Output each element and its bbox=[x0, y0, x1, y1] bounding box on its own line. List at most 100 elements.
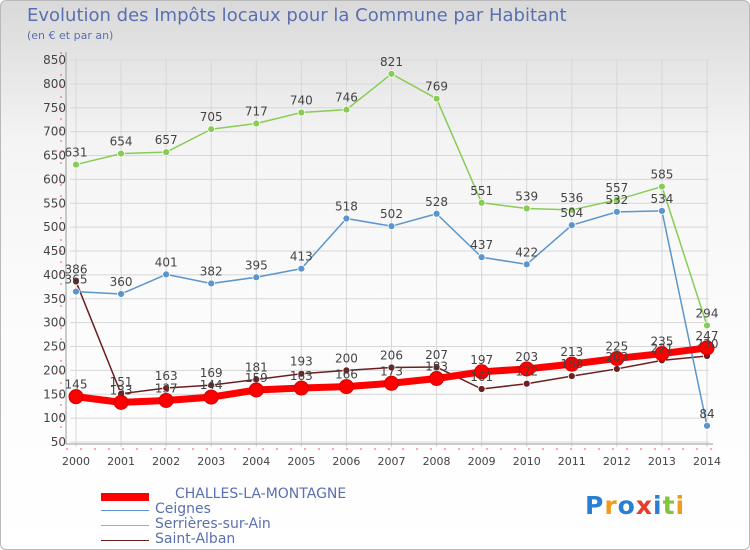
data-point-ceignes bbox=[162, 270, 171, 279]
data-label-challes-la-montagne: 163 bbox=[290, 369, 313, 383]
data-label-ceignes: 518 bbox=[335, 200, 358, 214]
legend-label-ceignes: Ceignes bbox=[155, 501, 211, 517]
data-point-challes-la-montagne bbox=[519, 361, 535, 377]
data-point-ceignes bbox=[387, 222, 396, 231]
data-label-ceignes: 365 bbox=[65, 273, 88, 287]
data-label-saint-alban: 203 bbox=[605, 350, 628, 364]
data-point-ceignes bbox=[522, 260, 531, 269]
data-label-challes-la-montagne: 133 bbox=[110, 383, 133, 397]
x-tick-label: 2005 bbox=[287, 455, 315, 468]
y-tick-label: 200 bbox=[43, 363, 66, 377]
y-tick-label: 300 bbox=[43, 316, 66, 330]
legend-label-challes: CHALLES-LA-MONTAGNE bbox=[175, 486, 347, 502]
y-tick-label: 150 bbox=[43, 387, 66, 401]
data-label-challes-la-montagne: 247 bbox=[696, 329, 719, 343]
data-label-ceignes: 84 bbox=[699, 407, 714, 421]
data-point-ceignes bbox=[432, 209, 441, 218]
x-tick-label: 2013 bbox=[648, 455, 676, 468]
data-point-ceignes bbox=[117, 290, 125, 298]
data-point-challes-la-montagne bbox=[609, 350, 625, 366]
x-tick-label: 2003 bbox=[197, 455, 225, 468]
data-label-serri-res-sur-ain: 551 bbox=[470, 184, 493, 198]
data-label-ceignes: 395 bbox=[245, 258, 268, 272]
data-point-saint-alban bbox=[477, 385, 486, 393]
data-point-saint-alban bbox=[522, 379, 531, 388]
data-label-challes-la-montagne: 183 bbox=[425, 359, 448, 373]
data-label-challes-la-montagne: 203 bbox=[515, 350, 538, 364]
y-tick-label: 550 bbox=[43, 196, 66, 210]
data-point-serri-res-sur-ain bbox=[387, 69, 396, 78]
y-tick-label: 700 bbox=[43, 125, 66, 139]
data-point-serri-res-sur-ain bbox=[567, 206, 576, 214]
data-label-serri-res-sur-ain: 717 bbox=[245, 105, 268, 119]
y-tick-label: 100 bbox=[43, 411, 66, 425]
data-point-serri-res-sur-ain bbox=[658, 182, 666, 191]
data-point-saint-alban bbox=[207, 381, 216, 390]
data-label-serri-res-sur-ain: 821 bbox=[380, 55, 403, 69]
x-tick-label: 2006 bbox=[332, 455, 360, 468]
data-point-challes-la-montagne bbox=[248, 382, 264, 398]
data-label-serri-res-sur-ain: 705 bbox=[200, 110, 223, 124]
data-point-saint-alban bbox=[72, 277, 80, 286]
data-point-challes-la-montagne bbox=[158, 392, 174, 408]
data-label-ceignes: 528 bbox=[425, 195, 448, 209]
data-label-challes-la-montagne: 166 bbox=[335, 368, 358, 382]
x-tick-label: 2000 bbox=[62, 455, 90, 468]
legend-item-saint-alban: Saint-Alban bbox=[101, 531, 421, 549]
data-label-saint-alban: 386 bbox=[65, 263, 88, 277]
data-label-ceignes: 534 bbox=[650, 192, 673, 206]
data-label-saint-alban: 169 bbox=[200, 366, 223, 380]
x-tick-label: 2010 bbox=[513, 455, 541, 468]
y-tick-label: 800 bbox=[43, 77, 66, 91]
data-label-serri-res-sur-ain: 746 bbox=[335, 91, 358, 105]
data-label-ceignes: 413 bbox=[290, 250, 313, 264]
data-label-challes-la-montagne: 159 bbox=[245, 371, 268, 385]
x-tick-label: 2014 bbox=[693, 455, 721, 468]
data-point-serri-res-sur-ain bbox=[432, 94, 441, 103]
x-tick-label: 2012 bbox=[603, 455, 631, 468]
data-label-ceignes: 437 bbox=[470, 238, 493, 252]
legend-swatch-saint-alban bbox=[101, 540, 149, 541]
data-point-ceignes bbox=[72, 287, 80, 296]
data-point-ceignes bbox=[658, 206, 666, 215]
y-tick-label: 50 bbox=[51, 435, 66, 449]
data-label-serri-res-sur-ain: 654 bbox=[110, 135, 133, 149]
data-point-challes-la-montagne bbox=[384, 375, 399, 391]
data-point-saint-alban bbox=[387, 363, 396, 372]
data-label-saint-alban: 188 bbox=[560, 357, 583, 371]
data-point-ceignes bbox=[703, 421, 711, 430]
data-label-ceignes: 532 bbox=[605, 193, 628, 207]
data-label-challes-la-montagne: 213 bbox=[560, 345, 583, 359]
data-label-saint-alban: 163 bbox=[155, 369, 178, 383]
data-point-challes-la-montagne bbox=[429, 370, 445, 386]
data-label-serri-res-sur-ain: 740 bbox=[290, 94, 313, 108]
data-point-challes-la-montagne bbox=[474, 364, 490, 380]
data-label-serri-res-sur-ain: 536 bbox=[560, 191, 583, 205]
legend-item-serrieres: Serrières-sur-Ain bbox=[101, 516, 421, 534]
data-label-ceignes: 504 bbox=[560, 206, 583, 220]
data-point-saint-alban bbox=[612, 365, 621, 373]
data-label-saint-alban: 193 bbox=[290, 355, 313, 369]
y-tick-label: 500 bbox=[43, 220, 66, 234]
data-point-serri-res-sur-ain bbox=[297, 108, 306, 117]
legend-swatch-challes bbox=[101, 493, 149, 501]
data-point-saint-alban bbox=[162, 384, 171, 392]
data-label-challes-la-montagne: 173 bbox=[380, 364, 403, 378]
axes: 50 100 150 200 250 300 350 400 450 500 550 600 650 70… bbox=[43, 52, 721, 468]
chart-title: Evolution des Impôts locaux pour la Comm… bbox=[27, 5, 567, 26]
proxiti-logo: Proxiti bbox=[585, 491, 686, 520]
data-label-serri-res-sur-ain: 557 bbox=[605, 181, 628, 195]
data-point-ceignes bbox=[207, 279, 216, 288]
data-label-challes-la-montagne: 137 bbox=[155, 381, 178, 395]
data-point-saint-alban bbox=[567, 372, 576, 381]
x-tick-label: 2009 bbox=[468, 455, 496, 468]
data-point-challes-la-montagne bbox=[564, 356, 580, 372]
data-point-serri-res-sur-ain bbox=[477, 198, 486, 207]
data-point-ceignes bbox=[297, 264, 306, 273]
data-point-ceignes bbox=[612, 207, 621, 216]
data-point-saint-alban bbox=[342, 366, 351, 375]
data-label-saint-alban: 221 bbox=[650, 341, 673, 355]
x-tick-label: 2004 bbox=[242, 455, 270, 468]
